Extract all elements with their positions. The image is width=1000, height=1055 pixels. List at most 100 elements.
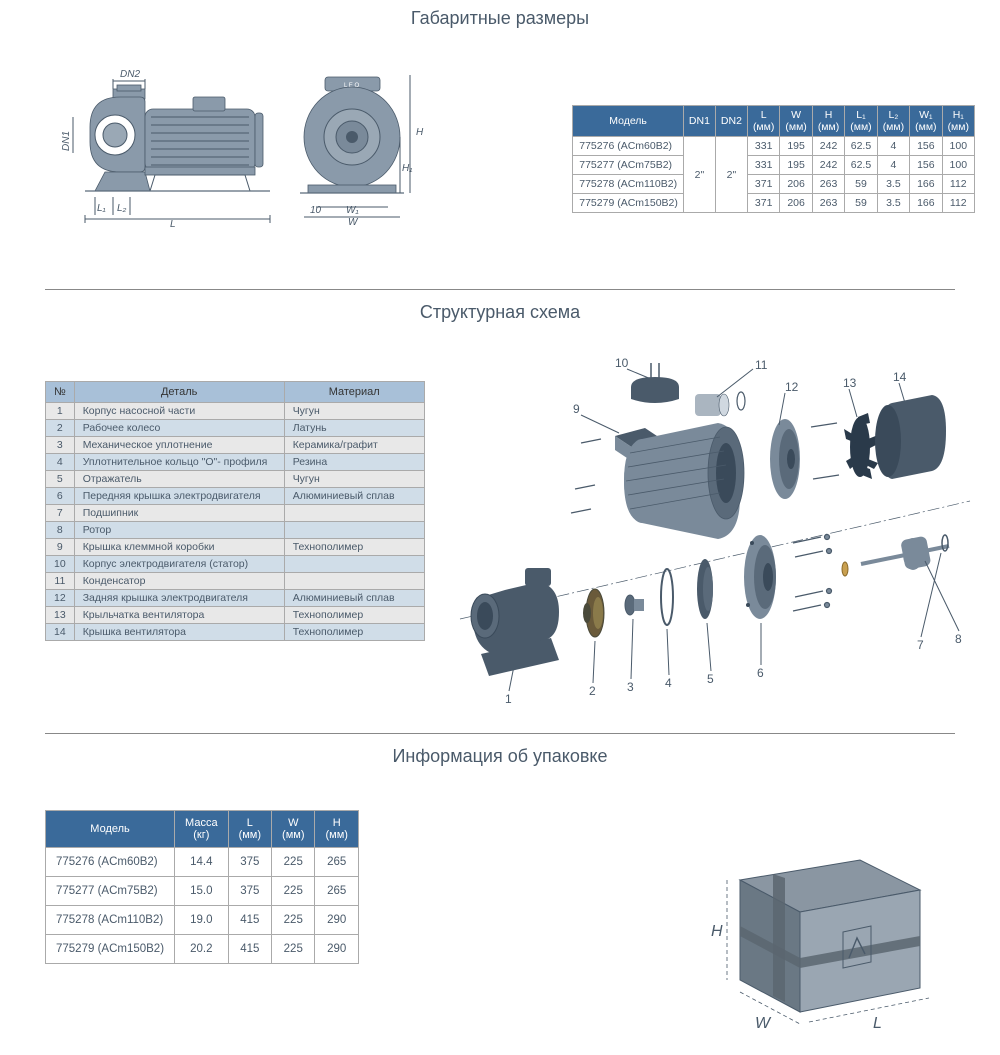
parts-cell: 9 bbox=[46, 539, 75, 556]
dim-cell: 2" bbox=[715, 137, 747, 213]
exp-label-4: 4 bbox=[665, 676, 672, 690]
pack-cell: 225 bbox=[272, 848, 315, 877]
dim-header: H(мм) bbox=[812, 106, 844, 137]
parts-cell: Технополимер bbox=[284, 539, 424, 556]
dim-cell: 100 bbox=[942, 156, 974, 175]
pack-cell: 775276 (ACm60B2) bbox=[46, 848, 175, 877]
parts-cell bbox=[284, 573, 424, 590]
dim-cell: 166 bbox=[910, 194, 942, 213]
label-h1: H₁ bbox=[402, 163, 412, 174]
box-drawing: H W L bbox=[685, 850, 945, 1040]
dim-cell: 331 bbox=[747, 137, 779, 156]
dim-cell: 3.5 bbox=[877, 175, 909, 194]
pack-header: Модель bbox=[46, 811, 175, 848]
dim-cell: 3.5 bbox=[877, 194, 909, 213]
exp-label-6: 6 bbox=[757, 666, 764, 680]
dim-cell: 62.5 bbox=[845, 137, 877, 156]
parts-cell: Рабочее колесо bbox=[74, 420, 284, 437]
exp-label-3: 3 bbox=[627, 680, 634, 694]
dim-cell: 206 bbox=[780, 194, 812, 213]
pack-header: W(мм) bbox=[272, 811, 315, 848]
dim-header: H₁(мм) bbox=[942, 106, 974, 137]
dim-cell: 4 bbox=[877, 137, 909, 156]
exp-label-13: 13 bbox=[843, 376, 857, 390]
title-structure: Структурная схема bbox=[0, 302, 1000, 323]
pack-header: H(мм) bbox=[315, 811, 358, 848]
dim-cell: 59 bbox=[845, 194, 877, 213]
parts-cell: Крышка вентилятора bbox=[74, 624, 284, 641]
pack-cell: 225 bbox=[272, 935, 315, 964]
label-w: W bbox=[348, 217, 359, 228]
dim-cell: 242 bbox=[812, 137, 844, 156]
title-dimensions: Габаритные размеры bbox=[0, 8, 1000, 29]
parts-cell: Крышка клеммной коробки bbox=[74, 539, 284, 556]
dim-cell: 100 bbox=[942, 137, 974, 156]
dim-header: Модель bbox=[573, 106, 684, 137]
parts-cell: Передняя крышка электродвигателя bbox=[74, 488, 284, 505]
pack-cell: 14.4 bbox=[175, 848, 229, 877]
parts-cell: Чугун bbox=[284, 403, 424, 420]
exp-label-8: 8 bbox=[955, 632, 962, 646]
dim-cell: 62.5 bbox=[845, 156, 877, 175]
parts-cell: 13 bbox=[46, 607, 75, 624]
dim-cell: 112 bbox=[942, 194, 974, 213]
parts-cell: 6 bbox=[46, 488, 75, 505]
pack-cell: 775278 (ACm110B2) bbox=[46, 906, 175, 935]
dim-header: W(мм) bbox=[780, 106, 812, 137]
parts-cell bbox=[284, 556, 424, 573]
parts-cell: 14 bbox=[46, 624, 75, 641]
box-label-w: W bbox=[755, 1015, 772, 1032]
parts-cell: Корпус насосной части bbox=[74, 403, 284, 420]
parts-cell: 8 bbox=[46, 522, 75, 539]
box-label-l: L bbox=[873, 1015, 882, 1032]
label-dn1: DN1 bbox=[61, 131, 72, 151]
exp-label-9: 9 bbox=[573, 402, 580, 416]
parts-header: Материал bbox=[284, 382, 424, 403]
dim-header: DN1 bbox=[683, 106, 715, 137]
dim-cell: 371 bbox=[747, 175, 779, 194]
parts-cell: Резина bbox=[284, 454, 424, 471]
dim-cell: 4 bbox=[877, 156, 909, 175]
section-structure: №ДетальМатериал 1Корпус насосной частиЧу… bbox=[0, 331, 1000, 721]
box-label-h: H bbox=[711, 923, 723, 940]
parts-cell: Отражатель bbox=[74, 471, 284, 488]
pack-cell: 375 bbox=[228, 877, 271, 906]
exp-label-2: 2 bbox=[589, 684, 596, 698]
dim-cell: 371 bbox=[747, 194, 779, 213]
dim-header: W₁(мм) bbox=[910, 106, 942, 137]
parts-header: № bbox=[46, 382, 75, 403]
dim-cell: 775279 (ACm150B2) bbox=[573, 194, 684, 213]
dim-cell: 775278 (ACm110B2) bbox=[573, 175, 684, 194]
divider-1 bbox=[45, 289, 955, 290]
pack-cell: 225 bbox=[272, 906, 315, 935]
dim-cell: 166 bbox=[910, 175, 942, 194]
parts-cell: Алюминиевый сплав bbox=[284, 590, 424, 607]
parts-cell: Механическое уплотнение bbox=[74, 437, 284, 454]
pack-cell: 290 bbox=[315, 935, 358, 964]
dim-cell: 59 bbox=[845, 175, 877, 194]
parts-cell bbox=[284, 522, 424, 539]
parts-cell: 10 bbox=[46, 556, 75, 573]
parts-cell: 2 bbox=[46, 420, 75, 437]
parts-cell: Подшипник bbox=[74, 505, 284, 522]
parts-cell: Ротор bbox=[74, 522, 284, 539]
divider-2 bbox=[45, 733, 955, 734]
dim-cell: 263 bbox=[812, 175, 844, 194]
pack-cell: 290 bbox=[315, 906, 358, 935]
pack-cell: 775277 (ACm75B2) bbox=[46, 877, 175, 906]
dim-cell: 195 bbox=[780, 156, 812, 175]
pack-cell: 415 bbox=[228, 935, 271, 964]
parts-table: №ДетальМатериал 1Корпус насосной частиЧу… bbox=[45, 381, 425, 641]
label-l2: L₂ bbox=[117, 203, 127, 214]
pack-cell: 15.0 bbox=[175, 877, 229, 906]
dim-cell: 195 bbox=[780, 137, 812, 156]
label-l: L bbox=[170, 219, 176, 230]
label-h: H bbox=[416, 127, 424, 138]
parts-cell: Латунь bbox=[284, 420, 424, 437]
parts-cell: Алюминиевый сплав bbox=[284, 488, 424, 505]
pack-cell: 19.0 bbox=[175, 906, 229, 935]
packaging-table: МодельМасса(кг)L(мм)W(мм)H(мм) 775276 (A… bbox=[45, 810, 359, 964]
dim-cell: 2" bbox=[683, 137, 715, 213]
exp-label-12: 12 bbox=[785, 380, 799, 394]
parts-cell: Крыльчатка вентилятора bbox=[74, 607, 284, 624]
